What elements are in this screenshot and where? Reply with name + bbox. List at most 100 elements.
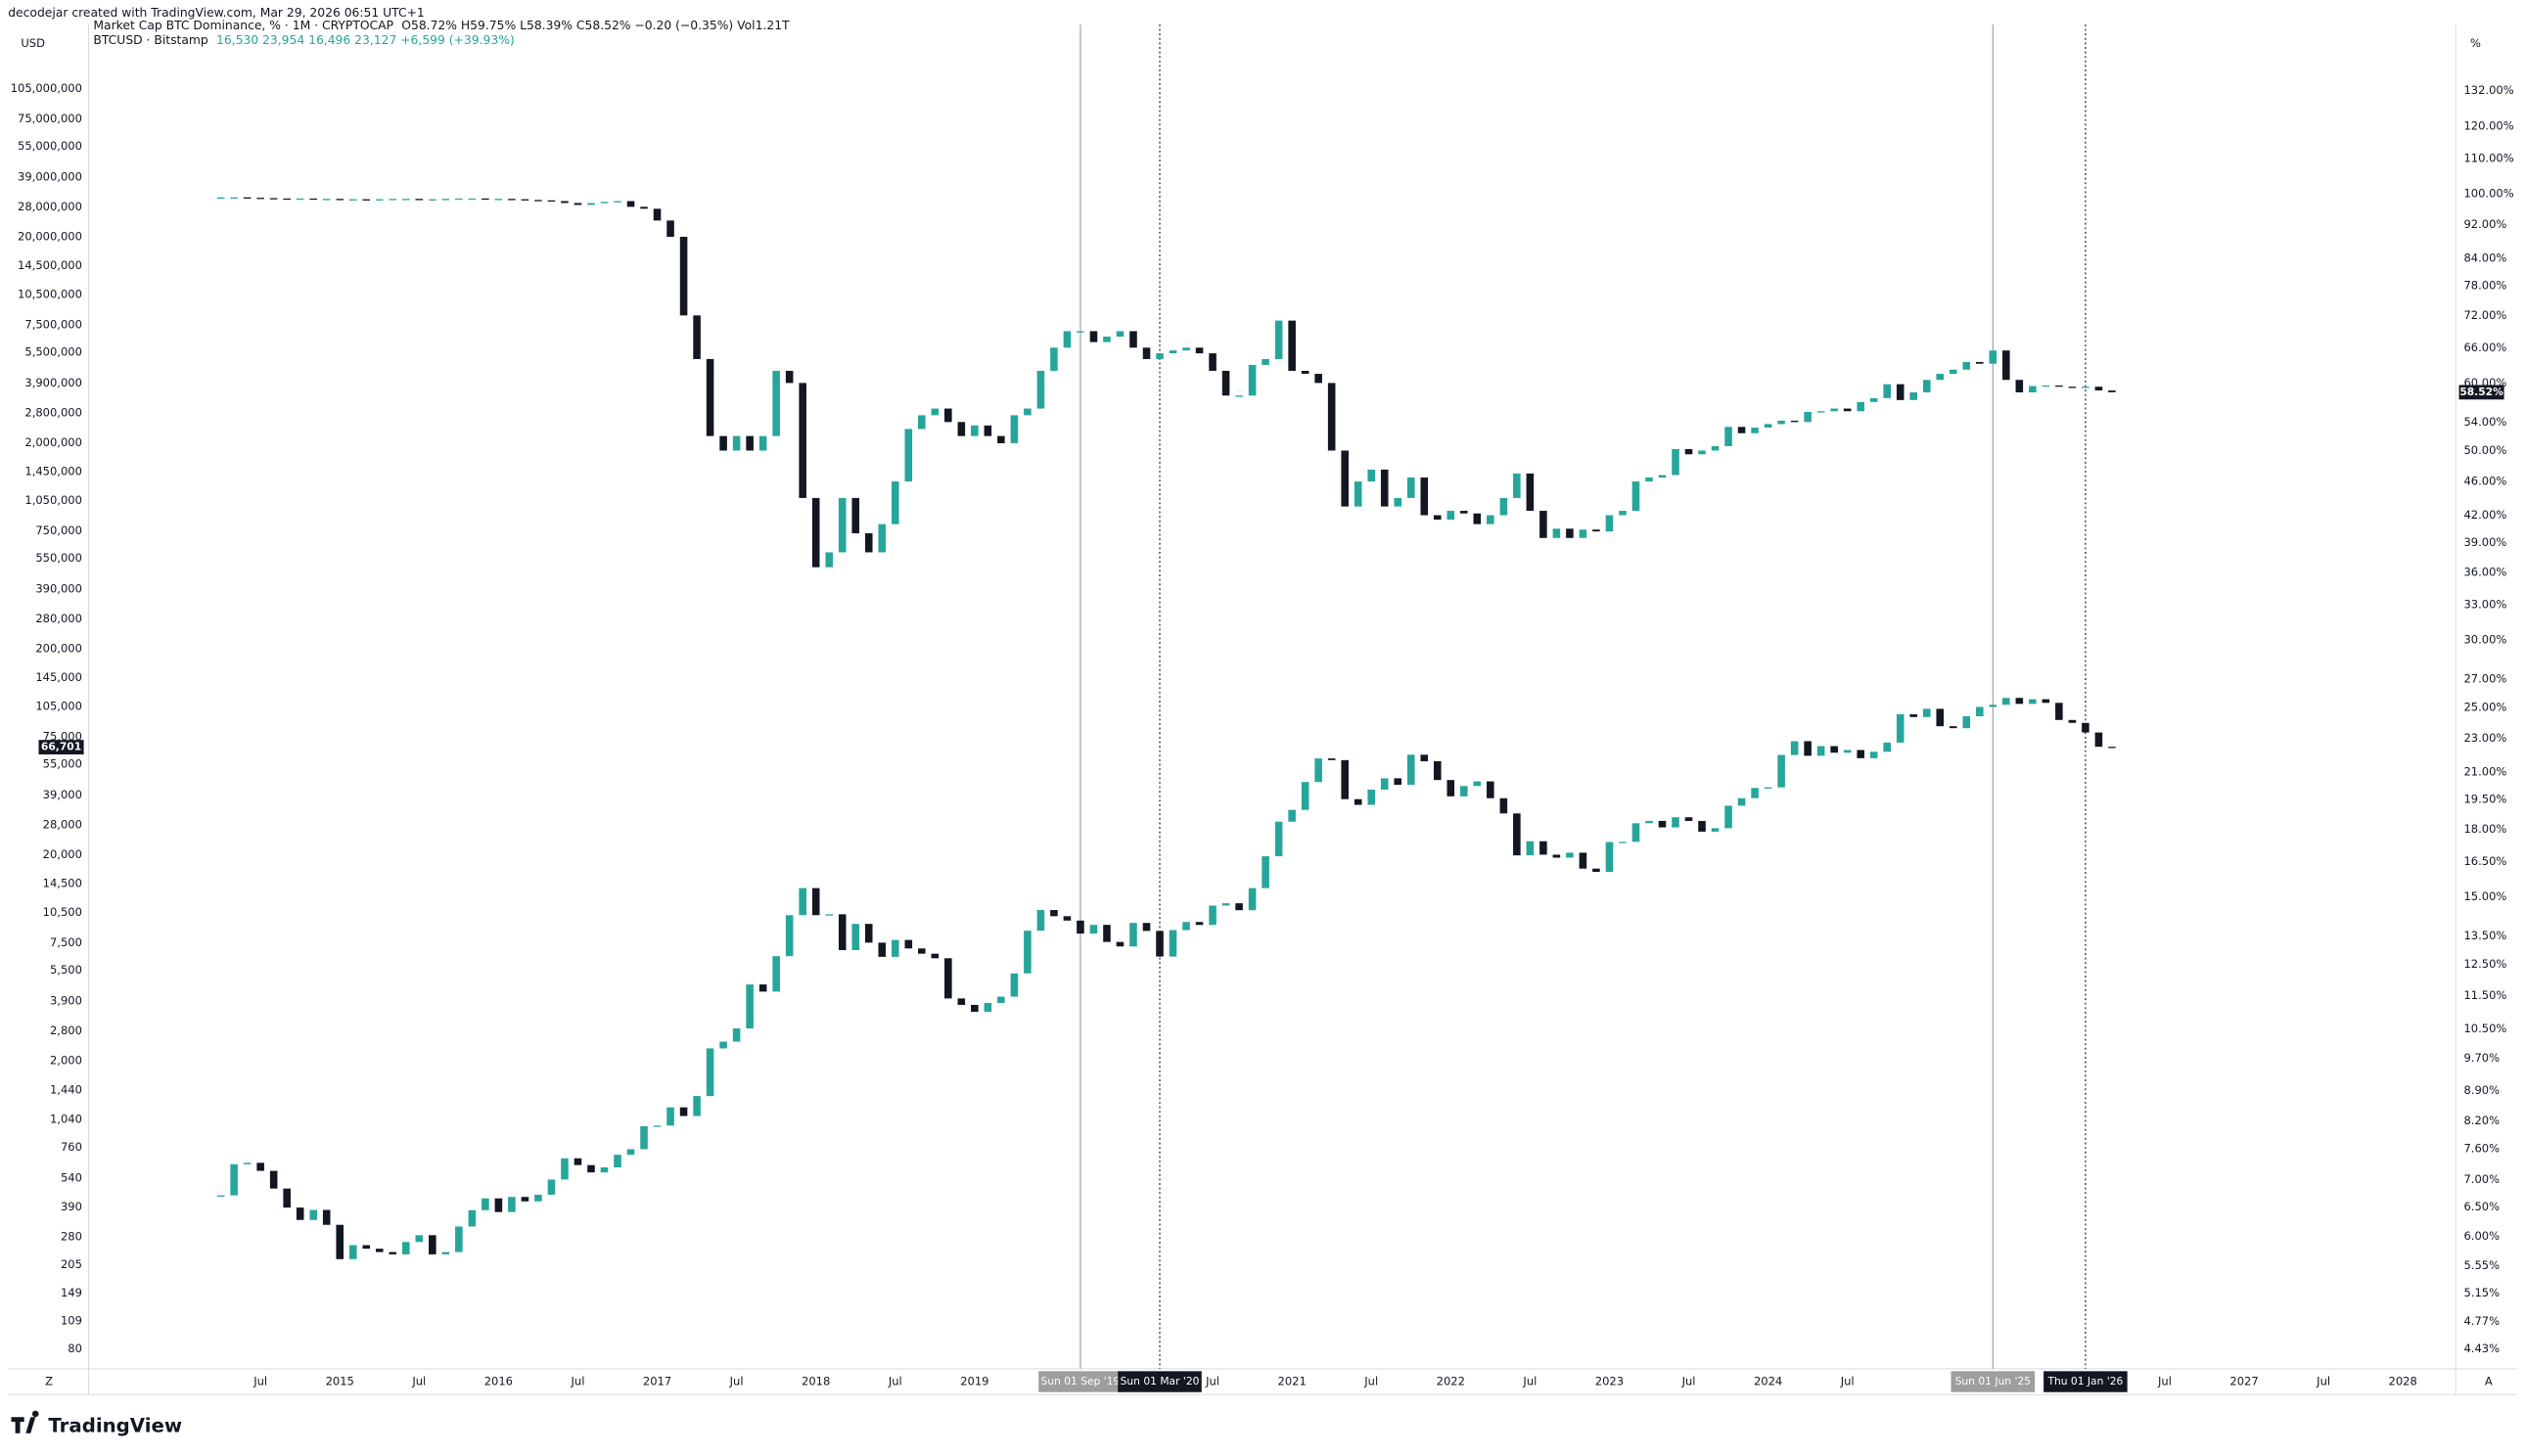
candle bbox=[891, 481, 899, 524]
candle bbox=[997, 435, 1005, 443]
y-tick-label: 1,040 bbox=[50, 1112, 82, 1125]
candle bbox=[1605, 515, 1614, 532]
y-tick-label: 205 bbox=[61, 1257, 82, 1271]
candle bbox=[309, 198, 317, 201]
candle bbox=[494, 1198, 503, 1212]
candle bbox=[468, 198, 477, 201]
marker-label: Thu 01 Jan '26 bbox=[2046, 1375, 2123, 1388]
y-tick-label: 5.15% bbox=[2463, 1286, 2500, 1299]
candle bbox=[547, 1179, 556, 1195]
y-tick-label: 10.50% bbox=[2463, 1022, 2506, 1035]
candle bbox=[1433, 515, 1442, 521]
candle bbox=[216, 197, 225, 200]
candle bbox=[1327, 758, 1336, 760]
y-tick-label: 50.00% bbox=[2463, 443, 2506, 457]
candle bbox=[1684, 817, 1693, 822]
y-tick-label: 200,000 bbox=[35, 642, 82, 656]
candle bbox=[1288, 320, 1296, 371]
candle bbox=[1764, 424, 1772, 428]
candle bbox=[1976, 706, 1984, 717]
y-tick-label: 5.55% bbox=[2463, 1258, 2500, 1272]
candle bbox=[971, 425, 979, 436]
candle bbox=[402, 1242, 410, 1254]
y-tick-label: 36.00% bbox=[2463, 565, 2506, 578]
candle bbox=[429, 1235, 436, 1254]
candle bbox=[1301, 370, 1309, 375]
candle bbox=[1327, 383, 1336, 451]
y-tick-label: 75,000,000 bbox=[18, 112, 82, 125]
candle bbox=[375, 199, 384, 201]
y-tick-label: 39.00% bbox=[2463, 535, 2506, 549]
y-tick-label: 80 bbox=[68, 1342, 82, 1355]
candle bbox=[1777, 420, 1785, 425]
candle bbox=[918, 948, 926, 954]
candle bbox=[1367, 469, 1376, 482]
candle bbox=[785, 370, 794, 384]
candle bbox=[746, 984, 754, 1029]
y-tick-label: 5,500 bbox=[50, 963, 82, 977]
candle bbox=[1631, 823, 1640, 842]
candle bbox=[216, 1195, 225, 1197]
candle bbox=[1063, 331, 1072, 348]
marker-label-box bbox=[1951, 1371, 2036, 1392]
candle bbox=[653, 1125, 662, 1127]
y-tick-label: 2,800,000 bbox=[24, 405, 82, 419]
y-tick-label: 750,000 bbox=[35, 523, 82, 537]
candle bbox=[415, 199, 424, 201]
candle bbox=[1235, 903, 1243, 911]
x-tick-label: Jul bbox=[888, 1375, 902, 1388]
y-tick-label: 390 bbox=[61, 1200, 82, 1213]
candle bbox=[482, 1198, 489, 1210]
marker-label-box bbox=[1038, 1371, 1123, 1392]
candle bbox=[1089, 331, 1098, 342]
candle bbox=[1288, 809, 1296, 822]
candle bbox=[706, 1048, 714, 1097]
candle bbox=[1909, 713, 1918, 717]
candle bbox=[1129, 331, 1137, 348]
candle bbox=[2068, 719, 2077, 723]
candle bbox=[904, 939, 913, 949]
candle bbox=[1790, 420, 1799, 423]
candle bbox=[600, 1167, 609, 1173]
y-tick-label: 84.00% bbox=[2463, 250, 2506, 264]
y-tick-label: 6.00% bbox=[2463, 1229, 2500, 1243]
y-tick-label: 72.00% bbox=[2463, 308, 2506, 322]
x-tick-label: 2027 bbox=[2229, 1375, 2258, 1388]
candle bbox=[1737, 797, 1746, 806]
candle bbox=[1446, 780, 1455, 796]
candle-series bbox=[216, 698, 2116, 1259]
candle bbox=[1169, 930, 1177, 957]
y-tick-label: 7,500 bbox=[50, 935, 82, 949]
candle bbox=[1909, 391, 1918, 400]
candle bbox=[1751, 427, 1759, 433]
candle bbox=[1922, 380, 1931, 392]
candle bbox=[1024, 408, 1032, 416]
y-tick-label: 280,000 bbox=[35, 612, 82, 625]
y-tick-label: 13.50% bbox=[2463, 929, 2506, 942]
y-tick-label: 4.77% bbox=[2463, 1314, 2500, 1328]
candle bbox=[322, 199, 331, 201]
y-tick-label: 18.00% bbox=[2463, 822, 2506, 836]
y-tick-label: 1,050,000 bbox=[24, 493, 82, 507]
candle bbox=[864, 924, 873, 943]
candle bbox=[1804, 741, 1812, 756]
candle bbox=[415, 1235, 424, 1243]
y-tick-label: 5,500,000 bbox=[24, 345, 82, 359]
candle bbox=[891, 939, 899, 957]
candle bbox=[811, 887, 820, 916]
x-tick-label: Jul bbox=[1363, 1375, 1378, 1388]
y-tick-label: 20,000,000 bbox=[18, 230, 82, 244]
candle bbox=[1936, 374, 1945, 381]
x-tick-label: Jul bbox=[1840, 1375, 1855, 1388]
y-tick-label: 15.00% bbox=[2463, 889, 2506, 903]
candle bbox=[455, 1226, 463, 1252]
candle bbox=[1195, 347, 1204, 354]
candle bbox=[269, 198, 278, 200]
marker-label: Sun 01 Mar '20 bbox=[1121, 1375, 1200, 1388]
candle bbox=[587, 203, 595, 205]
x-tick-label: Jul bbox=[571, 1375, 585, 1388]
candle bbox=[1526, 473, 1535, 512]
candle-series bbox=[216, 197, 2116, 568]
